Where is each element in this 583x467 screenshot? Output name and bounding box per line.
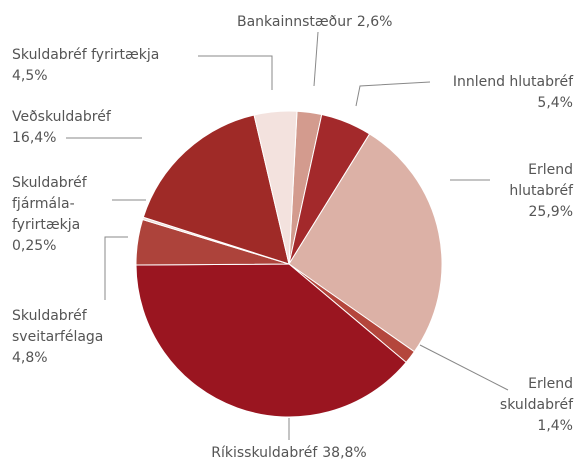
slice-label: Erlend bbox=[528, 162, 573, 178]
slice-label: fyrirtækja bbox=[12, 217, 80, 233]
slice-label: Skuldabréf bbox=[12, 175, 88, 191]
value-label: 0,25% bbox=[12, 238, 56, 254]
pie-slice bbox=[288, 133, 443, 353]
value-label: 38,8% bbox=[322, 445, 366, 461]
leader-line bbox=[198, 55, 273, 90]
pie-slice bbox=[142, 114, 290, 265]
leader-line bbox=[104, 236, 128, 300]
slice-label: Ríkisskuldabréf 38,8% bbox=[211, 445, 366, 461]
value-label: 16,4% bbox=[12, 130, 56, 146]
slice-label: skuldabréf bbox=[500, 397, 574, 413]
pie-slice bbox=[135, 263, 407, 418]
slice-label: Skuldabréf fyrirtækja bbox=[12, 47, 159, 63]
slice-label: hlutabréf bbox=[509, 183, 574, 199]
category-name: Bankainnstæður bbox=[237, 14, 352, 30]
slice-label: sveitarfélaga bbox=[12, 329, 103, 345]
value-label: 25,9% bbox=[529, 204, 573, 220]
value-label: 1,4% bbox=[537, 418, 573, 434]
value-label: 4,8% bbox=[12, 350, 48, 366]
slice-label: Skuldabréf bbox=[12, 308, 88, 324]
slice-label: Erlend bbox=[528, 376, 573, 392]
leader-line bbox=[313, 31, 319, 87]
value-label: 5,4% bbox=[537, 95, 573, 111]
slice-label: Bankainnstæður 2,6% bbox=[237, 14, 392, 30]
slice-label: Innlend hlutabréf bbox=[453, 74, 574, 90]
leader-line bbox=[355, 81, 431, 107]
value-label: 4,5% bbox=[12, 68, 48, 84]
value-label: 2,6% bbox=[357, 14, 393, 30]
slice-label: fjármála- bbox=[12, 196, 75, 212]
pie-slice bbox=[253, 110, 298, 265]
leader-line bbox=[419, 344, 509, 391]
category-name: Ríkisskuldabréf bbox=[211, 445, 318, 461]
slice-label: Veðskuldabréf bbox=[12, 109, 112, 125]
